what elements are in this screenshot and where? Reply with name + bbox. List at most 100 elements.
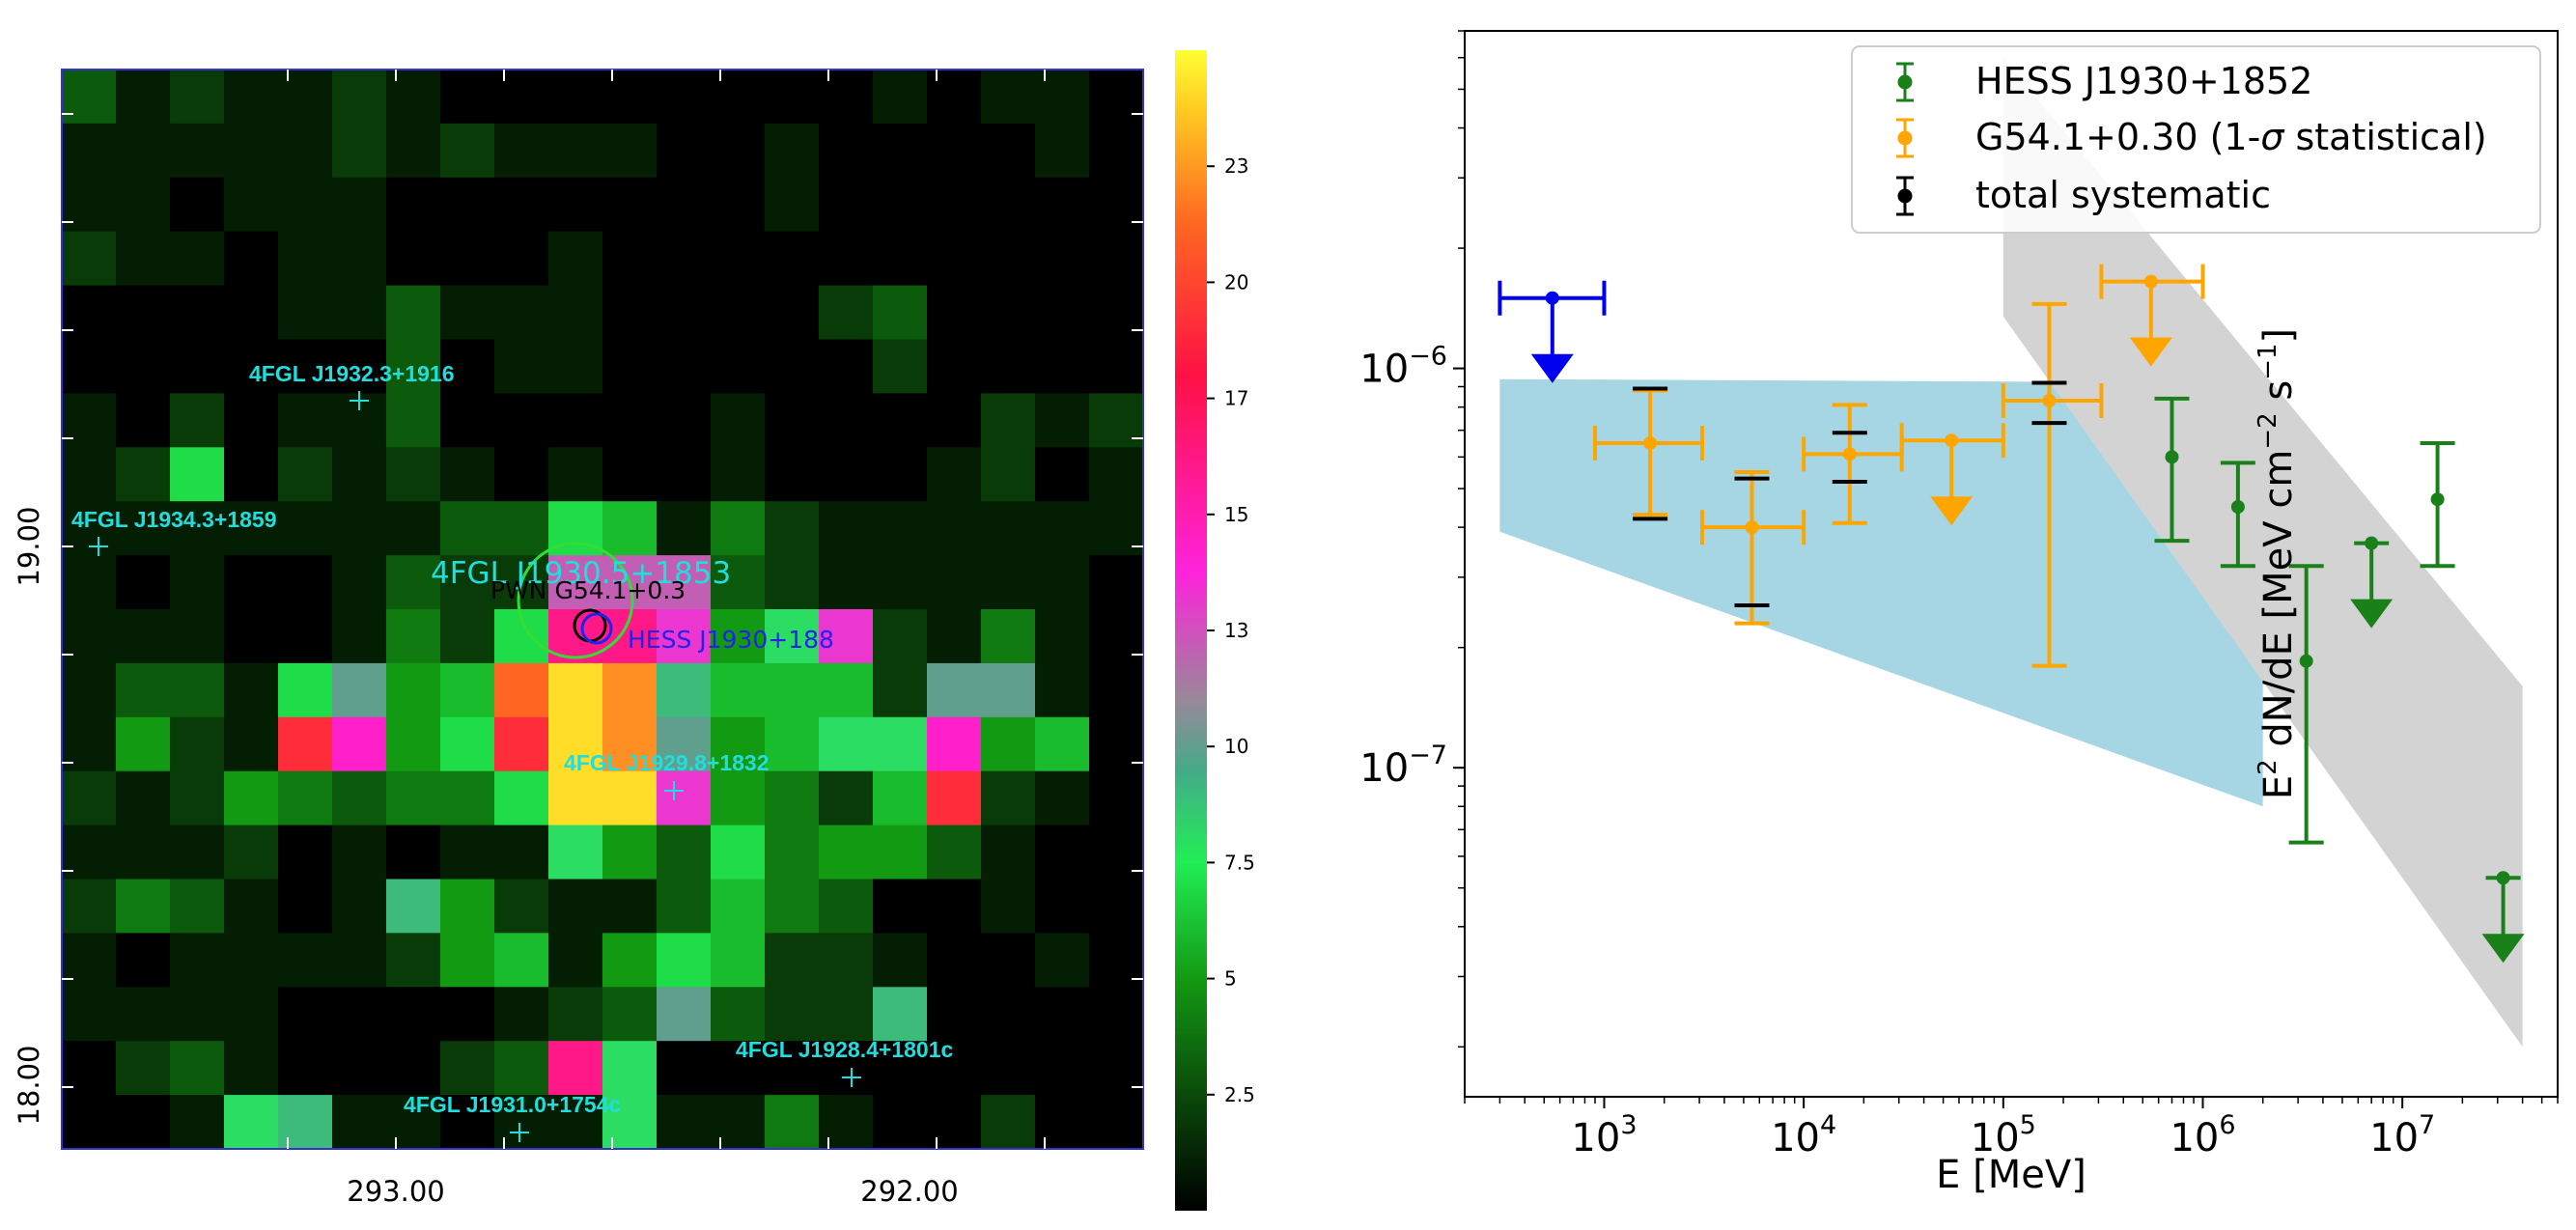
heatmap-cell: [765, 716, 820, 772]
heatmap-cell: [116, 825, 171, 881]
legend-label-hess: HESS J1930+1852: [1975, 60, 2312, 102]
data-point: [2420, 440, 2455, 569]
heatmap-cell: [170, 609, 225, 664]
heatmap-cell: [1089, 879, 1144, 934]
heatmap-cell: [657, 770, 712, 826]
heatmap-cell: [1035, 447, 1090, 502]
heatmap-cell: [170, 1095, 225, 1150]
heatmap-cell: [278, 933, 333, 988]
heatmap-cell: [170, 393, 225, 448]
heatmap-cell: [386, 501, 441, 556]
heatmap-cell: [62, 1095, 117, 1150]
legend-box: [1851, 45, 2541, 234]
heatmap-cell: [170, 1041, 225, 1096]
heatmap-cell: [1035, 770, 1090, 826]
heatmap-cell: [548, 1095, 603, 1150]
heatmap-cell: [440, 770, 495, 826]
heatmap-cell: [224, 879, 279, 934]
heatmap-cell: [1089, 770, 1144, 826]
model-band: [1499, 378, 2263, 807]
heatmap-cell: [440, 825, 495, 881]
heatmap-cell: [765, 285, 820, 341]
heatmap-cell: [711, 662, 766, 718]
heatmap-cell: [494, 662, 549, 718]
heatmap-cell: [548, 987, 603, 1042]
heatmap-cell: [657, 70, 712, 125]
heatmap-cell: [332, 177, 387, 233]
heatmap-cell: [170, 879, 225, 934]
heatmap-cell: [981, 177, 1036, 233]
label-j1929: 4FGL J1929.8+1832: [564, 750, 770, 775]
heatmap-cell: [494, 716, 549, 772]
heatmap-cell: [386, 933, 441, 988]
heatmap-cell: [548, 1041, 603, 1096]
heatmap-cell: [170, 70, 225, 125]
heatmap-cell: [765, 933, 820, 988]
heatmap-cell: [1089, 123, 1144, 179]
heatmap-cell: [278, 501, 333, 556]
heatmap-cell: [657, 933, 712, 988]
heatmap-cell: [386, 447, 441, 502]
heatmap-cell: [440, 555, 495, 610]
heatmap-cell: [494, 501, 549, 556]
heatmap-cell: [332, 987, 387, 1042]
heatmap-cell: [765, 339, 820, 394]
point-marker: [2365, 536, 2379, 550]
heatmap-cell: [981, 501, 1036, 556]
heatmap-cell: [819, 933, 874, 988]
heatmap-cell: [873, 770, 928, 826]
heatmap-cell: [1089, 1095, 1144, 1150]
heatmap-cell: [116, 393, 171, 448]
heatmap-cell: [873, 609, 928, 664]
legend-label-g54: G54.1+0.30 (1-σ statistical): [1975, 116, 2487, 158]
data-point: [2481, 871, 2525, 964]
heatmap-cell: [332, 447, 387, 502]
heatmap-cell: [170, 825, 225, 881]
heatmap-cell: [657, 393, 712, 448]
heatmap-cell: [278, 177, 333, 233]
heatmap-cell: [494, 447, 549, 502]
heatmap-cell: [548, 662, 603, 718]
point-marker: [1945, 433, 1959, 448]
heatmap-cell: [711, 339, 766, 394]
data-series: [1498, 264, 2525, 964]
legend-handle-syst: [1896, 176, 1914, 216]
heatmap-cell: [1035, 609, 1090, 664]
heatmap-cell: [386, 285, 441, 341]
heatmap-cell: [927, 716, 982, 772]
heatmap-cell: [765, 70, 820, 125]
heatmap-cell: [765, 662, 820, 718]
heatmap-cell: [873, 501, 928, 556]
y-axis-label: E2 dN/dE [MeV cm−2 s−1]: [2254, 328, 2301, 799]
heatmap-cell: [1089, 339, 1144, 394]
heatmap-cell: [711, 716, 766, 772]
x-axis-label: E [MeV]: [1936, 1153, 2086, 1197]
x-tick-label: 107: [2369, 1110, 2435, 1160]
point-marker: [2299, 654, 2313, 668]
heatmap-cell: [224, 716, 279, 772]
heatmap-cell: [927, 770, 982, 826]
heatmap-cell: [657, 339, 712, 394]
heatmap-cell: [170, 447, 225, 502]
heatmap-cell: [711, 393, 766, 448]
heatmap-cell: [657, 987, 712, 1042]
heatmap-cell: [1035, 1041, 1090, 1096]
heatmap-cell: [819, 1041, 874, 1096]
heatmap-cell: [116, 339, 171, 394]
heatmap-cell: [440, 662, 495, 718]
y-tick-label: 10−7: [1359, 741, 1447, 791]
heatmap-cell: [1035, 662, 1090, 718]
heatmap-cell: [440, 285, 495, 341]
heatmap-cell: [657, 825, 712, 881]
heatmap-cell: [981, 1095, 1036, 1150]
heatmap-cell: [1035, 501, 1090, 556]
heatmap-cell: [765, 555, 820, 610]
heatmap-cell: [873, 879, 928, 934]
heatmap-cell: [819, 1095, 874, 1150]
heatmap-cell: [873, 825, 928, 881]
heatmap-cell: [62, 285, 117, 341]
heatmap-cell: [927, 231, 982, 287]
heatmap-cell: [1089, 177, 1144, 233]
heatmap-cell: [278, 879, 333, 934]
heatmap-cell: [332, 716, 387, 772]
